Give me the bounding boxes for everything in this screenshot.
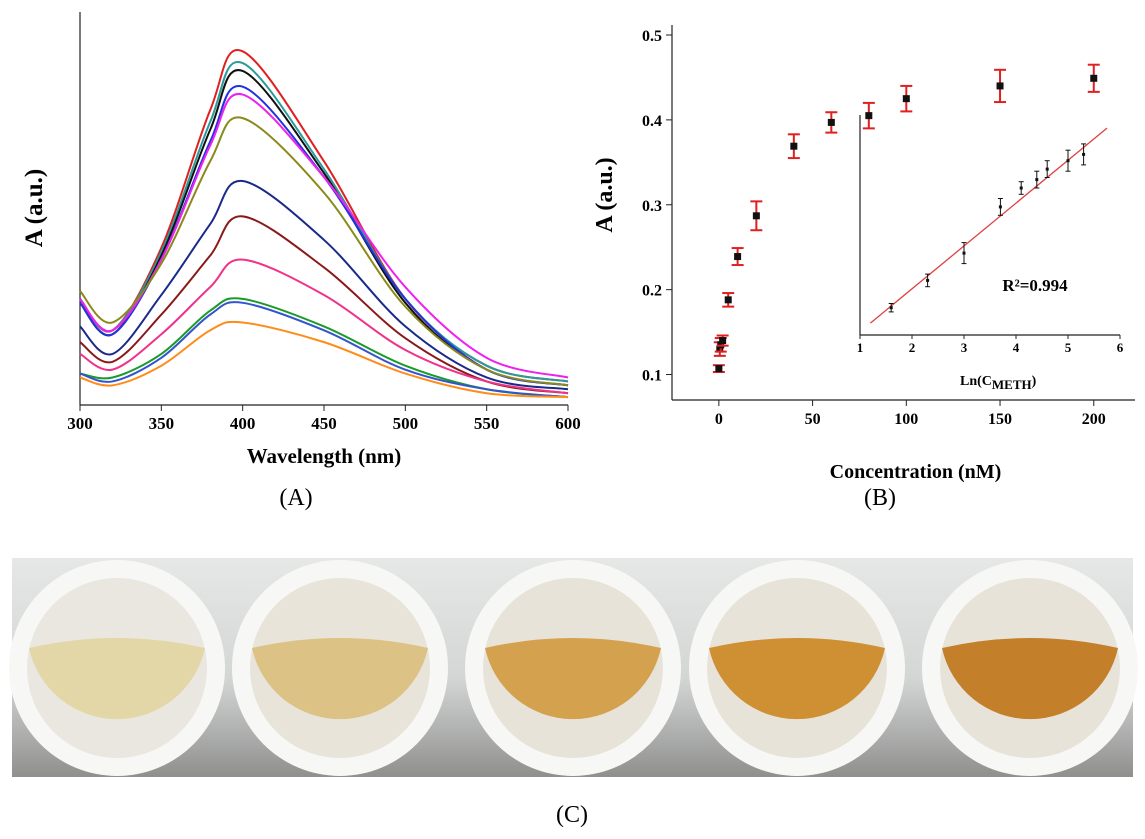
x-tick-label: 6: [1117, 340, 1124, 355]
x-tick-label: 2: [909, 340, 916, 355]
fit-line: [869, 127, 1108, 324]
x-tick-label: 300: [67, 414, 93, 433]
data-point: [734, 253, 742, 261]
x-tick-label: 4: [1013, 340, 1020, 355]
spectrum-line: [79, 258, 569, 395]
y-axis-label: A (a.u.): [21, 169, 48, 247]
y-tick-label: 0.2: [642, 283, 662, 300]
spectrum-line: [79, 93, 569, 379]
x-axis-label-text: Ln(C: [960, 374, 992, 389]
x-tick-label: 450: [311, 414, 337, 433]
data-point: [1082, 152, 1086, 156]
x-axis-label-subscript: METH: [992, 377, 1032, 392]
data-point: [790, 142, 798, 150]
x-tick-label: 600: [555, 414, 581, 433]
spectrum-line: [79, 297, 569, 399]
data-point: [865, 112, 873, 120]
spectrum-line: [79, 49, 569, 383]
data-point: [1045, 167, 1049, 171]
x-tick-label: 3: [961, 340, 968, 355]
well: [465, 560, 681, 776]
x-tick-label: 500: [393, 414, 419, 433]
x-tick-label: 200: [1082, 411, 1106, 428]
y-axis-label: A (a.u.): [592, 157, 618, 232]
x-tick-label: 400: [230, 414, 256, 433]
y-tick-label: 0.5: [642, 28, 662, 45]
x-axis-label-close: ): [1032, 374, 1037, 389]
panel-label: (A): [279, 485, 312, 511]
x-tick-label: 1: [857, 340, 864, 355]
x-axis-label: Concentration (nM): [830, 461, 1002, 483]
data-point: [902, 95, 910, 103]
spectrum-line: [79, 301, 569, 399]
well: [689, 560, 905, 776]
x-tick-label: 0: [715, 411, 723, 428]
x-tick-label: 550: [474, 414, 500, 433]
x-axis-label: Ln(CMETH): [960, 374, 1037, 392]
spectrum-line: [79, 116, 569, 387]
data-point: [715, 365, 723, 373]
well: [232, 560, 448, 776]
data-point: [719, 337, 727, 345]
data-point: [1019, 186, 1023, 190]
data-point: [827, 118, 835, 126]
data-point: [1035, 178, 1039, 182]
spectrum-line: [79, 85, 569, 387]
data-point: [889, 306, 893, 310]
data-point: [1090, 74, 1098, 82]
data-point: [962, 251, 966, 255]
y-tick-label: 0.3: [642, 198, 662, 215]
well: [9, 560, 225, 776]
data-point: [724, 296, 732, 304]
x-tick-label: 350: [149, 414, 175, 433]
data-point: [998, 205, 1002, 209]
y-tick-label: 0.4: [642, 113, 662, 130]
spectrum-line: [79, 179, 569, 391]
data-point: [996, 82, 1004, 90]
spectrum-line: [79, 61, 569, 383]
wells: [9, 560, 1138, 776]
x-axis-label: Wavelength (nm): [247, 444, 402, 468]
photo: [9, 558, 1138, 777]
data-point: [1066, 159, 1070, 163]
annotation: R²=0.994: [1002, 276, 1068, 295]
well: [922, 560, 1138, 776]
spectrum-line: [79, 320, 569, 399]
x-tick-label: 150: [988, 411, 1012, 428]
x-tick-label: 5: [1065, 340, 1072, 355]
panel-label: (C): [556, 802, 588, 828]
data-point: [752, 212, 760, 220]
spectrum-line: [79, 215, 569, 395]
spectrum-line: [79, 69, 569, 387]
x-tick-label: 100: [894, 411, 918, 428]
panel-label: (B): [864, 485, 896, 511]
y-tick-label: 0.1: [642, 368, 662, 385]
x-tick-label: 50: [805, 411, 821, 428]
data-point: [926, 278, 930, 282]
